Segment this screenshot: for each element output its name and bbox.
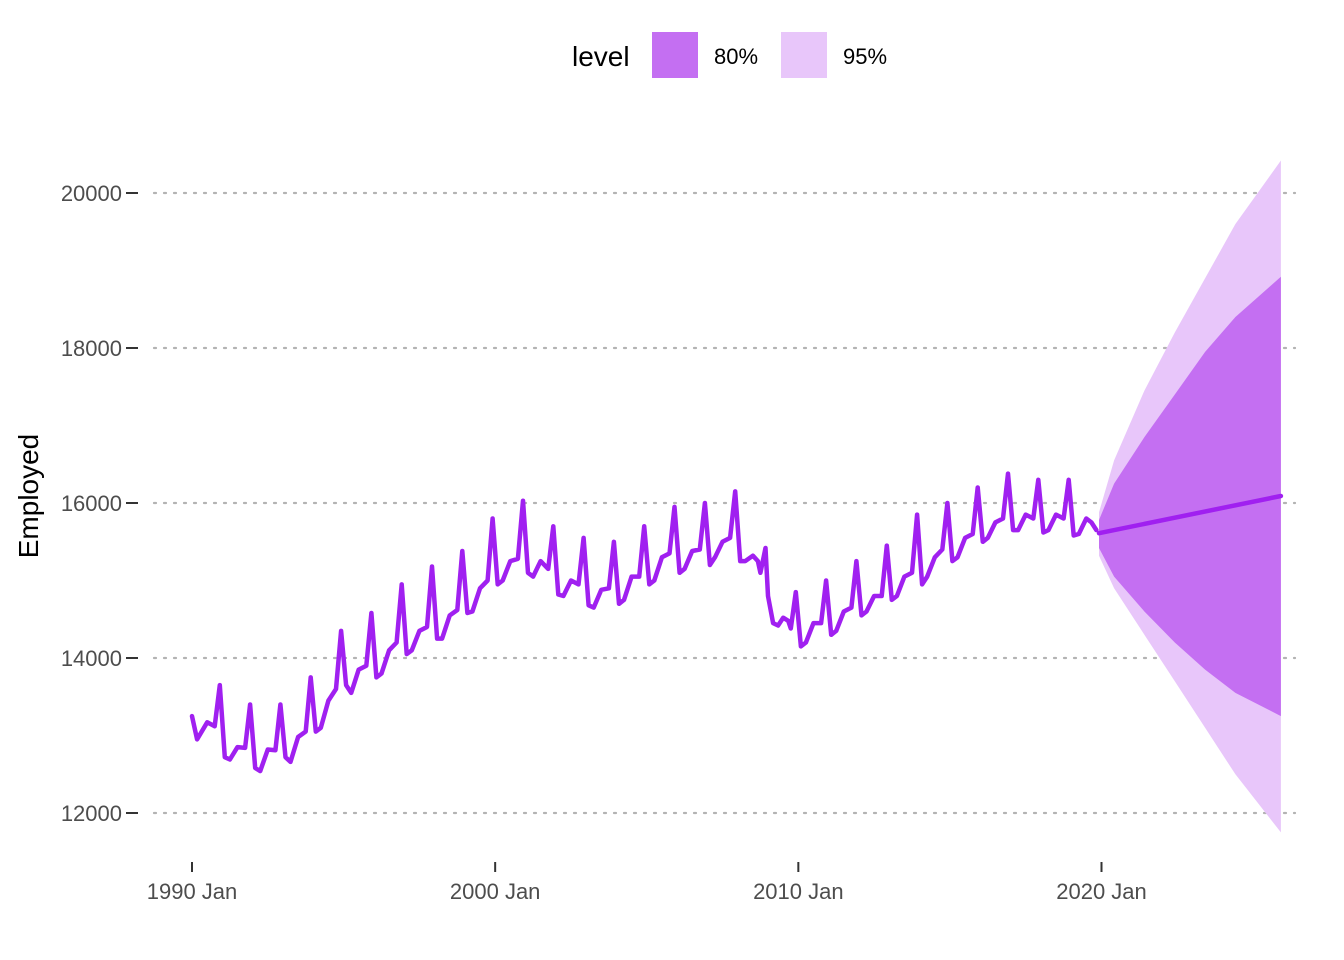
- y-tick-label: 12000: [61, 801, 122, 826]
- interval-band-80: [1099, 276, 1281, 717]
- legend: level 80% 95%: [572, 32, 887, 78]
- y-tick-label: 18000: [61, 336, 122, 361]
- x-tick-label: 1990 Jan: [147, 879, 238, 904]
- legend-swatch-80: [652, 32, 698, 78]
- y-axis: 12000 14000 16000 18000 20000: [61, 181, 138, 826]
- prediction-intervals: [1099, 160, 1281, 833]
- y-tick-label: 20000: [61, 181, 122, 206]
- y-tick-label: 16000: [61, 491, 122, 516]
- series-lines: [189, 471, 1284, 774]
- legend-label-80: 80%: [714, 44, 758, 69]
- y-tick-label: 14000: [61, 646, 122, 671]
- forecast-line: [1096, 493, 1284, 536]
- legend-label-95: 95%: [843, 44, 887, 69]
- legend-title: level: [572, 41, 630, 72]
- x-tick-label: 2010 Jan: [753, 879, 844, 904]
- history-line: [189, 471, 1099, 774]
- x-tick-label: 2020 Jan: [1056, 879, 1147, 904]
- legend-swatch-95: [781, 32, 827, 78]
- x-tick-label: 2000 Jan: [450, 879, 541, 904]
- x-axis: 1990 Jan 2000 Jan 2010 Jan 2020 Jan: [147, 862, 1147, 904]
- y-axis-title: Employed: [13, 434, 44, 559]
